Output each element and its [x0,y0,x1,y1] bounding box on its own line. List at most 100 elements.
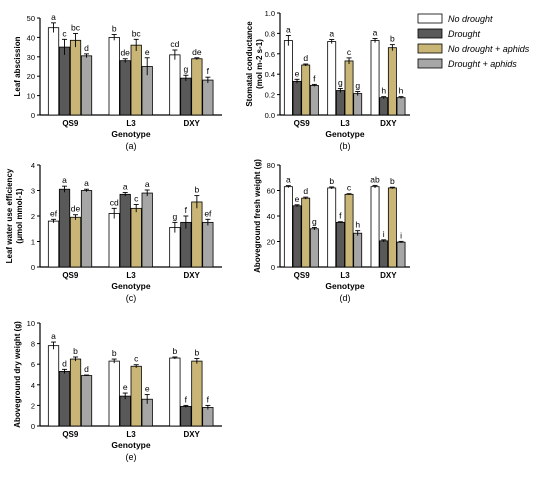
x-tick-label: DXY [380,271,397,280]
y-tick-label: 40 [27,33,35,42]
y-axis-unit: (μmol mmol-1) [15,188,24,243]
bar [47,27,60,116]
significance-letter: f [339,211,342,221]
bar [396,97,406,116]
y-tick-label: 20 [267,238,275,247]
panel-label: (d) [340,293,351,303]
significance-letter: c [134,194,139,204]
bar [301,64,311,116]
significance-letter: a [329,29,334,39]
significance-letter: a [373,28,378,38]
significance-letter: h [381,86,386,96]
y-tick-label: 0 [31,422,35,431]
significance-letter: b [194,185,199,195]
significance-letter: d [62,358,67,368]
significance-letter: b [112,23,117,33]
y-tick-label: 0.4 [265,70,275,79]
legend-label-no-drought-aphids: No drought + aphids [448,44,530,54]
significance-letter: d [84,43,89,53]
significance-letter: f [313,73,316,83]
significance-letter: b [73,346,78,356]
legend-label-no-drought: No drought [448,14,493,24]
bar [283,40,293,116]
x-tick-label: DXY [183,271,200,280]
x-tick-label: DXY [380,119,397,128]
significance-letter: cd [170,39,179,49]
x-axis-title: Genotype [111,129,150,139]
x-tick-label: L3 [340,271,350,280]
significance-letter: e [145,47,150,57]
x-tick-label: L3 [126,430,136,439]
x-tick-label: DXY [183,430,200,439]
significance-letter: g [183,64,188,74]
y-tick-label: 1 [31,238,35,247]
bar [141,192,153,268]
y-tick-label: 60 [267,187,275,196]
y-tick-label: 8 [31,340,35,349]
significance-letter: e [295,194,300,204]
x-tick-label: L3 [126,271,136,280]
significance-letter: ef [204,208,212,218]
bar [119,193,131,268]
significance-letter: f [207,394,210,404]
x-tick-label: L3 [340,119,350,128]
y-tick-label: 10 [27,319,35,328]
bar [108,213,120,268]
significance-letter: ef [50,208,58,218]
significance-letter: e [295,68,300,78]
bar [58,371,71,427]
bar [180,77,192,116]
panel-label: (e) [126,452,137,462]
bar [353,232,363,268]
significance-letter: a [286,24,291,34]
bar [309,228,319,268]
significance-letter: b [112,348,117,358]
bar [130,44,142,116]
bar [379,97,389,116]
significance-letter: a [51,331,56,341]
x-axis-title: Genotype [111,281,150,291]
y-tick-label: 2 [31,212,35,221]
bar [169,227,181,268]
significance-letter: h [355,220,360,230]
significance-letter: de [192,47,202,57]
bar [370,186,380,268]
significance-letter: g [355,81,360,91]
significance-letter: b [172,346,177,356]
significance-letter: bc [132,28,142,38]
y-tick-label: 0 [31,111,35,120]
bar [309,85,319,116]
bar [119,60,131,116]
significance-letter: f [207,66,210,76]
bar [69,358,82,427]
bar [130,207,142,268]
significance-letter: f [185,205,188,215]
legend: No drought Drought No drought + aphids D… [417,13,530,69]
y-tick-label: 0 [271,263,275,272]
significance-letter: de [120,48,130,58]
bar [191,360,203,427]
significance-letter: bc [71,23,81,33]
y-tick-label: 3 [31,187,35,196]
y-tick-label: 0.2 [265,91,275,100]
significance-letter: c [134,354,139,364]
significance-letter: e [145,384,150,394]
panel-c: 01234efadeaQS9cdacaL3gfbefDXYGenotype(c)… [5,161,222,303]
bar [108,37,120,116]
panel-e: 0246810adbdQS9beceL3bfbfDXYGenotype(e)Ab… [13,319,222,462]
y-tick-label: 0.0 [265,111,275,120]
significance-letter: g [172,211,177,221]
bar [169,54,181,116]
x-tick-label: QS9 [62,271,79,280]
significance-letter: a [123,182,128,192]
significance-letter: a [84,178,89,188]
bar [202,79,214,116]
significance-letter: a [62,175,67,185]
y-tick-label: 4 [31,161,35,170]
y-axis-title: Leaf water use efficiency [5,168,14,263]
panel-label: (b) [340,141,351,151]
y-tick-label: 80 [267,161,275,170]
bar [387,47,397,116]
y-tick-label: 0.6 [265,50,275,59]
